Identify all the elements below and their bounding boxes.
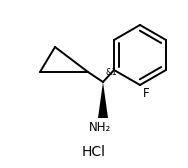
Text: F: F [143,87,150,100]
Text: NH₂: NH₂ [89,121,111,134]
Polygon shape [98,82,108,118]
Text: HCl: HCl [82,145,106,159]
Text: &1: &1 [105,68,117,77]
